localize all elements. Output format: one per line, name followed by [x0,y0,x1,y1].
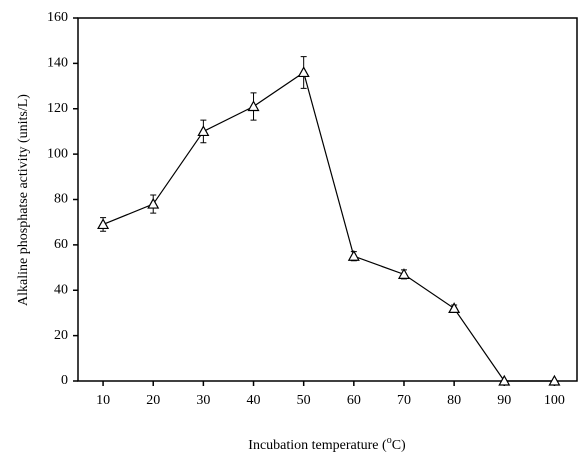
marker [297,66,310,78]
x-tick-label: 70 [397,393,411,408]
x-axis-label: Incubation temperature (oC) [248,435,406,453]
x-tick-label: 60 [347,393,361,408]
y-axis-label: Alkaline phosphatse activity (units/L) [16,94,31,306]
y-tick-label: 100 [47,146,68,161]
x-label-part: Incubation temperature ( [248,438,387,453]
x-tick-label: 10 [96,393,110,408]
x-tick-label: 100 [544,393,565,408]
marker [247,100,260,112]
y-tick-label: 20 [54,328,68,343]
x-label-part: C) [392,438,406,453]
marker [498,374,511,386]
y-tick-label: 120 [47,101,68,116]
marker [347,249,360,261]
marker [448,302,461,313]
marker [397,268,410,279]
x-tick-label: 80 [447,393,461,408]
y-tick-label: 80 [54,192,68,207]
y-tick-label: 40 [54,282,68,297]
x-label-sup: o [387,435,392,446]
x-tick-label: 20 [146,393,160,408]
marker [97,218,110,230]
x-tick-label: 40 [247,393,261,408]
x-tick-label: 50 [297,393,311,408]
x-tick-label: 30 [196,393,210,408]
marker [548,374,561,386]
y-tick-label: 0 [61,373,68,388]
y-tick-label: 60 [54,237,68,252]
y-tick-label: 160 [47,10,68,25]
y-tick-label: 140 [47,56,68,71]
marker [197,125,210,137]
data-line [102,71,555,382]
marker [147,197,160,209]
x-tick-label: 90 [497,393,511,408]
